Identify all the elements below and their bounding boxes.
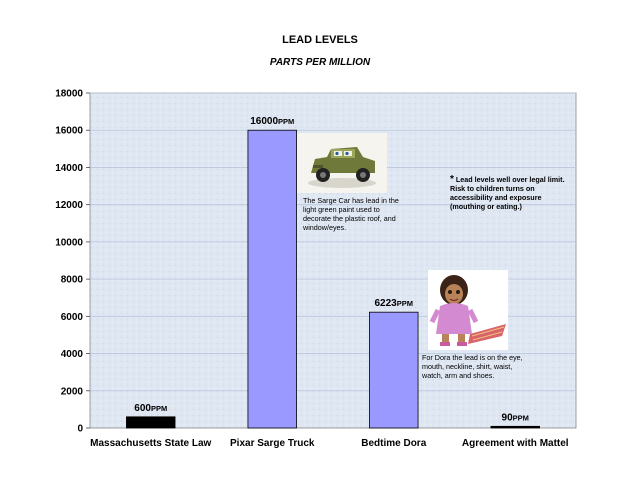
sarge-note: The Sarge Car has lead in the light gree… xyxy=(303,196,399,232)
chart-subtitle: PARTS PER MILLION xyxy=(269,57,371,68)
value-label: 600PPM xyxy=(134,403,167,414)
y-tick-label: 18000 xyxy=(55,89,83,100)
value-label-number: 16000 xyxy=(250,116,278,127)
bar xyxy=(126,416,176,429)
y-tick-label: 14000 xyxy=(55,163,83,174)
bar xyxy=(490,425,540,429)
x-tick-label: Agreement with Mattel xyxy=(462,438,569,449)
y-tick-label: 8000 xyxy=(61,275,84,286)
value-label: 90PPM xyxy=(502,412,529,423)
value-label-unit: PPM xyxy=(513,413,529,422)
value-label: 16000PPM xyxy=(250,116,294,127)
value-label-unit: PPM xyxy=(151,404,167,413)
bar xyxy=(247,129,297,429)
bar xyxy=(369,311,419,429)
y-axis: 0 2000 4000 6000 8000 10000 12000 14000 16000 180… xyxy=(55,89,90,435)
value-label-unit: PPM xyxy=(278,117,294,126)
y-tick-label: 4000 xyxy=(61,349,84,360)
y-tick-label: 2000 xyxy=(61,386,84,397)
sarge-toy-image xyxy=(297,133,387,193)
y-tick-label: 12000 xyxy=(55,200,83,211)
value-label-unit: PPM xyxy=(397,299,413,308)
y-tick-label: 0 xyxy=(77,424,83,435)
chart-title: LEAD LEVELS xyxy=(282,34,358,46)
y-tick-label: 16000 xyxy=(55,126,83,137)
bars xyxy=(126,129,540,429)
x-tick-label: Pixar Sarge Truck xyxy=(230,438,315,449)
value-label-number: 90 xyxy=(502,412,514,423)
x-axis-labels: Massachusetts State Law Pixar Sarge Truck… xyxy=(90,438,569,449)
value-label: 6223PPM xyxy=(374,298,413,309)
value-label-number: 600 xyxy=(134,403,151,414)
dora-note: For Dora the lead is on the eye, mouth, … xyxy=(422,353,523,380)
warning-asterisk: * xyxy=(450,174,454,185)
warning-note: * Lead levels well over legal limit. Ris… xyxy=(450,174,568,212)
warning-text: Lead levels well over legal limit. Risk … xyxy=(450,175,565,211)
y-tick-label: 6000 xyxy=(61,312,84,323)
x-tick-label: Massachusetts State Law xyxy=(90,438,211,449)
x-tick-label: Bedtime Dora xyxy=(361,438,426,449)
y-tick-label: 10000 xyxy=(55,237,83,248)
value-label-number: 6223 xyxy=(374,298,397,309)
dora-toy-image xyxy=(428,270,508,350)
